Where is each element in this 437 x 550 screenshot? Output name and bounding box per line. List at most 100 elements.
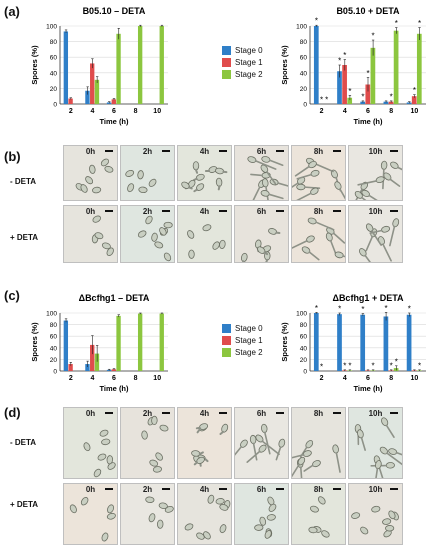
- micrograph-tile: 2h: [120, 407, 175, 479]
- spore-image: [351, 505, 399, 538]
- spore-image: [247, 156, 288, 200]
- y-tick-label: 60: [300, 55, 308, 62]
- y-tick-label: 80: [300, 39, 308, 46]
- bar: [68, 364, 73, 371]
- significance-asterisk: *: [315, 304, 318, 313]
- spore-image: [91, 215, 114, 256]
- micrograph-tile: 6h: [234, 483, 289, 545]
- scale-bar: [105, 412, 113, 414]
- time-label: 6h: [256, 207, 267, 216]
- scale-bar: [219, 412, 227, 414]
- x-tick-label: 4: [343, 375, 347, 382]
- x-tick-label: 2: [69, 375, 73, 382]
- chart-bcfhg1-minus-deta: ΔBcfhg1 – DETA 0 20 40 60 80 100 Spores (%) 2 4 6 8…: [30, 293, 168, 393]
- y-tick-label: 60: [50, 55, 58, 62]
- y-tick-label: 40: [50, 70, 58, 77]
- panel-label-a: (a): [4, 4, 20, 19]
- y-tick-label: 20: [50, 357, 58, 364]
- legend-swatch: [222, 45, 231, 55]
- bar: [137, 313, 143, 371]
- x-axis-label: Time (h): [99, 384, 129, 393]
- spore-image: [292, 217, 345, 261]
- x-tick-label: 8: [389, 108, 393, 115]
- y-tick-label: 100: [46, 24, 57, 31]
- significance-asterisk: *: [385, 304, 388, 313]
- micrograph-tile: 8h: [291, 483, 346, 545]
- panel-label-c: (c): [4, 288, 20, 303]
- bar: [90, 63, 95, 104]
- scale-bar: [390, 150, 398, 152]
- scale-bar: [390, 488, 398, 490]
- chart-title: ΔBcfhg1 – DETA: [79, 293, 150, 303]
- time-label: 10h: [368, 207, 383, 216]
- significance-asterisk: *: [372, 32, 375, 41]
- y-tick-label: 60: [50, 334, 58, 341]
- time-label: 4h: [199, 409, 210, 418]
- bar: [90, 344, 95, 371]
- legend-swatch: [222, 57, 231, 67]
- spore-image: [181, 161, 228, 193]
- micrograph-tile: 4h: [177, 205, 232, 263]
- bar: [337, 71, 342, 104]
- time-label: 6h: [256, 147, 267, 156]
- y-tick-label: 40: [300, 70, 308, 77]
- significance-asterisk: *: [338, 305, 341, 314]
- scale-bar: [333, 488, 341, 490]
- significance-asterisk: *: [325, 96, 328, 105]
- bar: [159, 313, 164, 371]
- bar: [383, 101, 389, 104]
- bar: [365, 84, 371, 104]
- x-tick-label: 4: [90, 375, 94, 382]
- significance-asterisk: *: [315, 17, 318, 26]
- legend-swatch: [222, 323, 231, 333]
- micrograph-tile: 8h: [291, 205, 346, 263]
- time-label: 10h: [368, 485, 383, 494]
- legend-swatch: [222, 335, 231, 345]
- time-label: 0h: [85, 207, 96, 216]
- time-label: 8h: [313, 409, 324, 418]
- scale-bar: [162, 210, 170, 212]
- row-label-plus-deta-b: + DETA: [10, 233, 39, 242]
- legend-item: Stage 2: [222, 68, 263, 80]
- significance-asterisk: *: [390, 92, 393, 101]
- y-tick-label: 20: [300, 357, 308, 364]
- significance-asterisk: *: [372, 361, 375, 370]
- spore-image: [83, 429, 116, 478]
- y-tick-label: 100: [46, 311, 57, 318]
- significance-asterisk: *: [408, 305, 411, 314]
- legend-item: Stage 1: [222, 56, 263, 68]
- significance-asterisk: *: [366, 69, 369, 78]
- micrograph-strip-b-plus: 0h 2h 4h 6h 8h 10h: [63, 205, 403, 263]
- x-axis-label: Time (h): [99, 117, 129, 126]
- micrograph-tile: 0h: [63, 483, 118, 545]
- y-axis-label: Spores (%): [30, 45, 39, 85]
- y-tick-label: 0: [303, 369, 307, 376]
- scale-bar: [276, 488, 284, 490]
- bar: [416, 33, 422, 104]
- chart-title: ΔBcfhg1 + DETA: [332, 293, 404, 303]
- significance-asterisk: *: [338, 57, 341, 66]
- scale-bar: [390, 210, 398, 212]
- significance-asterisk: *: [361, 92, 364, 101]
- micrograph-tile: 8h: [291, 407, 346, 479]
- micrograph-tile: 2h: [120, 483, 175, 545]
- y-tick-label: 100: [296, 24, 307, 31]
- panel-label-b: (b): [4, 149, 21, 164]
- bar: [388, 101, 394, 104]
- bar: [360, 314, 366, 371]
- y-tick-label: 40: [300, 345, 308, 352]
- micrograph-tile: 2h: [120, 205, 175, 263]
- scale-bar: [105, 150, 113, 152]
- micrograph-tile: 10h: [348, 205, 403, 263]
- y-tick-label: 100: [296, 311, 307, 318]
- y-tick-label: 0: [53, 102, 57, 109]
- spore-image: [145, 496, 174, 529]
- x-tick-label: 6: [112, 375, 116, 382]
- scale-bar: [162, 150, 170, 152]
- scale-bar: [162, 488, 170, 490]
- micrograph-tile: 10h: [348, 483, 403, 545]
- x-tick-label: 4: [343, 108, 347, 115]
- y-tick-label: 0: [53, 369, 57, 376]
- significance-asterisk: *: [348, 87, 351, 96]
- bar: [116, 33, 121, 104]
